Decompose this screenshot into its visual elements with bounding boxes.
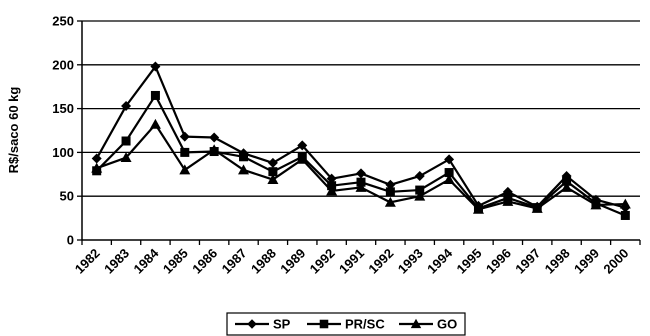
data-point <box>384 196 396 207</box>
legend-entry: SP <box>235 317 291 332</box>
legend-marker <box>319 319 329 329</box>
x-tick-label: 1999 <box>571 246 602 277</box>
data-point <box>239 152 249 162</box>
data-point <box>355 181 367 192</box>
y-tick-label: 50 <box>60 189 74 204</box>
data-point <box>561 181 573 192</box>
data-point <box>150 61 161 72</box>
x-tick-label: 1992 <box>365 246 396 277</box>
data-point <box>620 210 630 220</box>
series-go <box>91 118 631 214</box>
legend-entry: GO <box>399 317 457 332</box>
data-point <box>444 168 454 178</box>
x-tick-label: 1984 <box>130 245 162 277</box>
data-point <box>472 203 484 214</box>
data-point <box>179 164 191 175</box>
data-point <box>385 179 396 190</box>
data-point <box>208 144 220 155</box>
data-point <box>415 185 425 195</box>
data-point <box>120 152 132 163</box>
data-point <box>149 118 161 129</box>
x-tick-labels: 1982198319841985198619871988198919921991… <box>72 245 632 277</box>
x-tick-label: 1982 <box>72 246 103 277</box>
legend-label: PR/SC <box>345 317 385 332</box>
legend: SP PR/SC GO <box>226 312 466 336</box>
data-point <box>414 190 426 201</box>
data-point <box>91 162 103 173</box>
data-point <box>121 136 131 146</box>
data-point <box>180 147 190 157</box>
legend-label: SP <box>273 317 291 332</box>
x-tick-label: 1983 <box>101 246 132 277</box>
y-tick-label: 100 <box>52 145 74 160</box>
data-point <box>502 195 514 206</box>
data-point <box>443 174 455 184</box>
x-tick-label: 1993 <box>395 246 426 277</box>
x-tick-label: 1985 <box>160 246 191 277</box>
y-tick-label: 150 <box>52 101 74 116</box>
axes <box>77 20 641 245</box>
x-tick-label: 1995 <box>454 246 485 277</box>
data-point <box>268 167 278 177</box>
y-tick-labels: 0 50 100 150 200 250 <box>52 14 74 248</box>
data-point <box>91 153 102 164</box>
y-tick-label: 250 <box>52 14 74 29</box>
data-point <box>297 140 308 151</box>
x-tick-label: 2000 <box>600 246 631 277</box>
data-point <box>562 176 572 186</box>
y-tick-label: 200 <box>52 57 74 72</box>
data-point <box>619 198 631 209</box>
legend-box <box>226 312 466 336</box>
data-point <box>209 132 220 143</box>
x-tick-label: 1994 <box>424 245 456 277</box>
data-point <box>238 164 250 175</box>
data-point <box>414 171 425 182</box>
y-tick-label: 0 <box>67 233 74 248</box>
x-tick-label: 1988 <box>248 246 279 277</box>
data-point <box>590 199 602 210</box>
data-point <box>385 187 395 197</box>
data-point <box>531 202 543 213</box>
x-tick-label: 1997 <box>512 246 543 277</box>
series-lines <box>91 61 631 220</box>
data-point <box>356 168 366 179</box>
x-tick-label: 1991 <box>336 246 367 277</box>
legend-marker <box>410 318 422 329</box>
x-tick-label: 1992 <box>307 246 338 277</box>
data-point <box>326 185 338 196</box>
data-point <box>267 174 279 184</box>
data-point <box>326 173 337 184</box>
data-point <box>179 131 190 142</box>
legend-label: GO <box>437 317 457 332</box>
x-tick-label: 1989 <box>277 246 308 277</box>
data-point <box>267 157 278 168</box>
y-axis-title: R$/saco 60 kg <box>6 87 21 174</box>
legend-marker <box>247 319 257 329</box>
data-point <box>444 154 455 165</box>
x-tick-label: 1998 <box>542 246 573 277</box>
data-point <box>150 90 160 100</box>
x-tick-label: 1996 <box>483 246 514 277</box>
x-tick-label: 1987 <box>219 246 250 277</box>
x-tick-label: 1986 <box>189 246 220 277</box>
legend-entry: PR/SC <box>307 317 385 332</box>
data-point <box>296 153 308 164</box>
data-point <box>121 100 132 111</box>
